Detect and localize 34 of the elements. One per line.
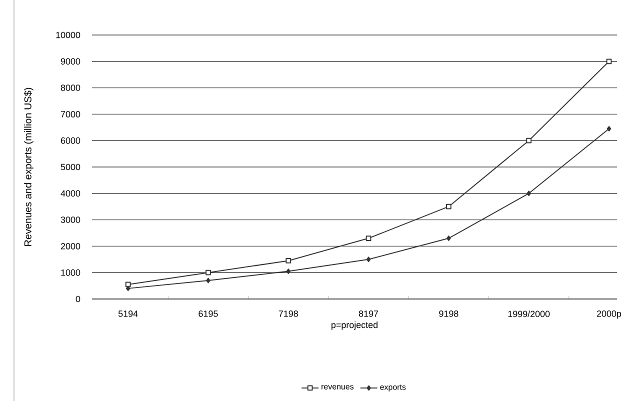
- y-axis-title: Revenues and exports (million US$): [24, 88, 34, 246]
- point: [446, 204, 452, 210]
- y-tick-label: 5000: [60, 164, 80, 170]
- y-tick-label: 4000: [60, 190, 80, 197]
- y-tick-label: 9000: [60, 58, 80, 65]
- x-tick-label: 6195: [198, 310, 218, 317]
- point: [206, 270, 211, 276]
- y-tick-label: 1000: [61, 269, 80, 276]
- point: [366, 236, 372, 241]
- point: [126, 286, 130, 292]
- x-axis-title: p=projected: [332, 321, 378, 330]
- y-tick-label: 3000: [60, 216, 80, 223]
- point: [606, 58, 612, 64]
- x-tick-label: 2000p: [596, 310, 622, 319]
- y-tick-label: 8000: [60, 84, 80, 91]
- point: [526, 138, 532, 144]
- y-tick-label: 2000: [60, 243, 80, 250]
- x-tick-label: 9198: [439, 310, 458, 317]
- y-tick-label: 10000: [56, 32, 80, 38]
- point: [446, 236, 451, 241]
- point: [286, 258, 292, 264]
- x-tick-label: 7198: [278, 310, 298, 317]
- y-tick-label: 7000: [60, 111, 80, 118]
- point: [286, 268, 291, 274]
- y-tick-label: 0: [76, 296, 80, 302]
- x-tick-label: 1999/2000: [508, 310, 550, 318]
- y-tick-label: 6000: [60, 137, 80, 144]
- point: [206, 278, 210, 284]
- x-tick-label: 8197: [358, 310, 378, 317]
- point: [125, 282, 131, 288]
- point: [526, 190, 531, 196]
- point: [606, 126, 612, 132]
- point: [366, 256, 371, 262]
- x-tick-label: 5194: [118, 310, 138, 317]
